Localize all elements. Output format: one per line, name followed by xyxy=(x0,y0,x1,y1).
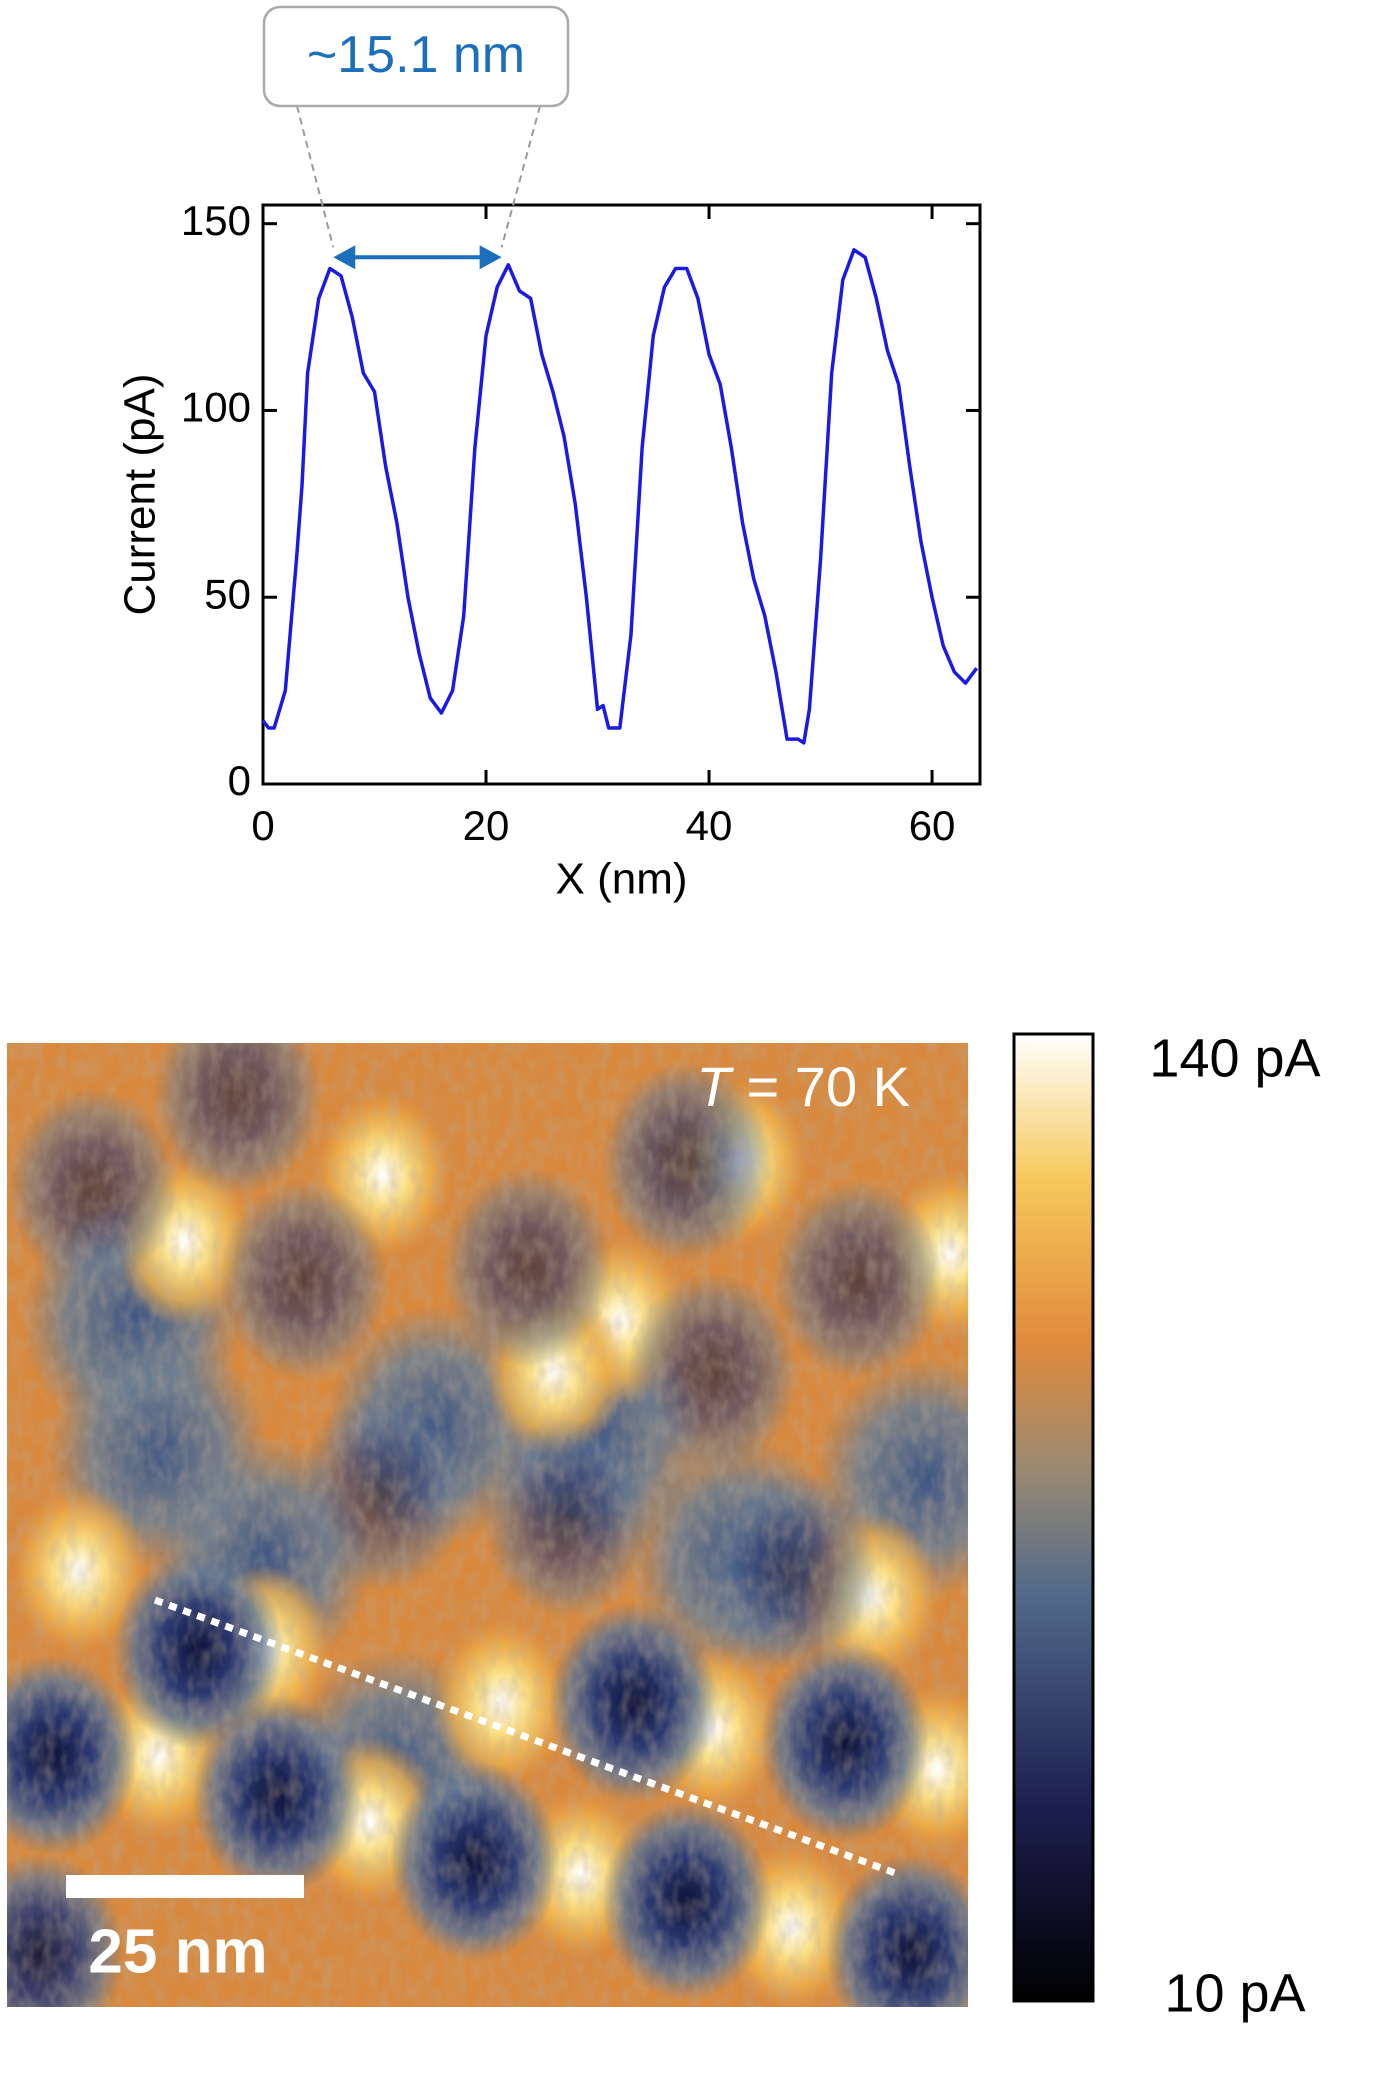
colorbar-min-label: 10 pA xyxy=(1164,1963,1305,2023)
scale-bar xyxy=(66,1875,304,1898)
y-tick-label: 0 xyxy=(228,757,251,804)
profile-line xyxy=(153,1596,897,1877)
image-texture xyxy=(7,1043,968,2007)
arrow-head xyxy=(479,245,502,270)
x-tick-label: 60 xyxy=(909,802,956,849)
plot-frame xyxy=(261,203,982,786)
y-tick-label: 100 xyxy=(181,384,251,431)
line-plot: 0 20 40 60 0 50 100 150 X (nm) Current (pA) ~15.1 … xyxy=(116,5,982,904)
x-tick-label: 0 xyxy=(251,802,274,849)
x-axis-label: X (nm) xyxy=(556,855,688,904)
annotation-text: ~15.1 nm xyxy=(307,26,525,84)
temperature-label: T = 70 K xyxy=(696,1055,910,1118)
y-tick-label: 150 xyxy=(181,197,251,244)
annotation-box xyxy=(262,5,570,108)
scale-bar-label: 25 nm xyxy=(88,1917,267,1986)
data-line xyxy=(261,248,979,745)
y-axis-label: Current (pA) xyxy=(116,373,165,615)
colorbar-max-label: 140 pA xyxy=(1149,1028,1320,1088)
x-tick-label: 40 xyxy=(686,802,733,849)
temperature-value: = 70 K xyxy=(747,1055,910,1118)
y-tick-label: 50 xyxy=(204,570,251,617)
leader-line xyxy=(500,105,541,248)
x-tick-label: 20 xyxy=(463,802,510,849)
stm-image: 25 nm T = 70 K xyxy=(7,1043,968,2007)
leader-line xyxy=(296,105,335,248)
colorbar xyxy=(1012,1032,1095,2003)
arrow-head xyxy=(333,245,356,270)
temperature-symbol: T xyxy=(696,1055,734,1118)
